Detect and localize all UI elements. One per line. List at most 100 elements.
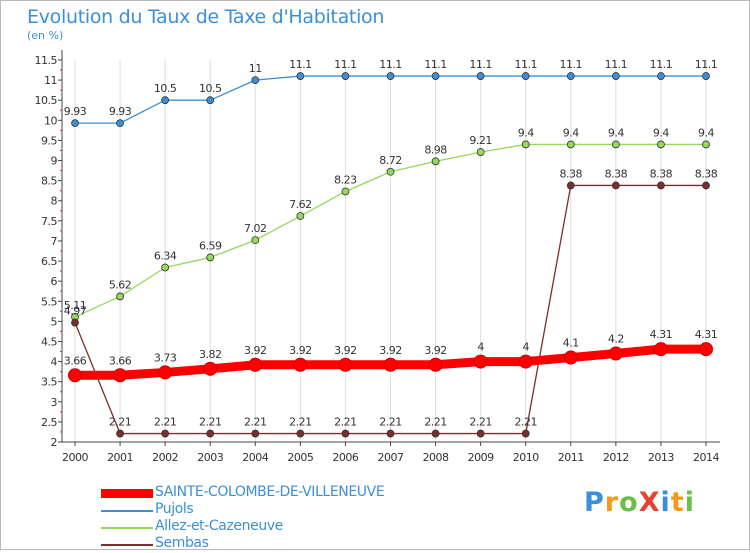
y-tick-label: 6.5 bbox=[41, 255, 57, 268]
x-tick-label: 2001 bbox=[107, 451, 133, 464]
data-label-allez-et-cazeneuve: 6.34 bbox=[154, 249, 177, 262]
data-point-pujols bbox=[566, 72, 575, 80]
data-point-sembas bbox=[476, 429, 485, 438]
y-tick-label: 3 bbox=[51, 396, 58, 409]
x-tick-label: 2004 bbox=[242, 451, 268, 464]
logo-letter: o bbox=[619, 487, 639, 518]
data-label-sembas: 2.21 bbox=[424, 416, 447, 429]
data-point-sainte-colombe-de-villeneuve bbox=[699, 342, 713, 357]
logo-letter: r bbox=[604, 487, 620, 518]
data-label-allez-et-cazeneuve: 7.62 bbox=[289, 198, 312, 211]
data-point-sainte-colombe-de-villeneuve bbox=[113, 368, 128, 383]
data-point-sembas bbox=[251, 429, 260, 438]
data-point-sainte-colombe-de-villeneuve bbox=[518, 354, 533, 369]
x-tick-label: 2012 bbox=[603, 451, 629, 464]
data-point-allez-et-cazeneuve bbox=[341, 187, 350, 196]
data-point-allez-et-cazeneuve bbox=[116, 292, 124, 301]
data-label-allez-et-cazeneuve: 9.4 bbox=[518, 126, 534, 139]
data-label-pujols: 11.1 bbox=[289, 58, 312, 71]
data-point-allez-et-cazeneuve bbox=[657, 140, 665, 149]
data-point-pujols bbox=[116, 119, 124, 128]
data-point-sainte-colombe-de-villeneuve bbox=[203, 361, 218, 376]
data-point-pujols bbox=[476, 72, 485, 80]
y-tick-label: 2.5 bbox=[41, 416, 57, 429]
y-tick-label: 2 bbox=[51, 436, 58, 449]
y-tick-label: 7.5 bbox=[41, 215, 57, 228]
data-label-sainte-colombe-de-villeneuve: 3.92 bbox=[379, 344, 402, 357]
data-point-pujols bbox=[296, 72, 305, 80]
y-tick-label: 11 bbox=[44, 74, 57, 87]
data-point-pujols bbox=[611, 72, 620, 80]
x-tick-label: 2011 bbox=[558, 451, 584, 464]
data-label-pujols: 11.1 bbox=[469, 58, 492, 71]
data-point-sainte-colombe-de-villeneuve bbox=[293, 357, 308, 372]
legend-swatch bbox=[101, 489, 153, 498]
data-label-sainte-colombe-de-villeneuve: 3.66 bbox=[109, 354, 132, 367]
data-label-sainte-colombe-de-villeneuve: 4 bbox=[522, 341, 529, 354]
y-tick-label: 4 bbox=[51, 356, 58, 369]
data-label-sembas: 2.21 bbox=[469, 416, 492, 429]
data-point-sainte-colombe-de-villeneuve bbox=[608, 346, 623, 361]
y-tick-label: 5 bbox=[51, 315, 58, 328]
legend-label: SAINTE-COLOMBE-DE-VILLENEUVE bbox=[155, 484, 385, 500]
data-label-pujols: 11.1 bbox=[379, 58, 402, 71]
logo-letter: i bbox=[660, 487, 671, 518]
y-tick-label: 5.5 bbox=[41, 295, 57, 308]
data-point-pujols bbox=[431, 72, 440, 80]
data-point-sembas bbox=[296, 429, 305, 438]
data-point-allez-et-cazeneuve bbox=[566, 140, 575, 149]
data-label-sainte-colombe-de-villeneuve: 3.73 bbox=[154, 351, 177, 364]
data-label-sembas: 8.38 bbox=[560, 167, 583, 180]
data-label-sembas: 2.21 bbox=[154, 416, 177, 429]
data-point-pujols bbox=[521, 72, 530, 80]
data-point-pujols bbox=[71, 119, 79, 128]
y-tick-label: 3.5 bbox=[41, 376, 57, 389]
data-point-sembas bbox=[702, 181, 710, 190]
data-label-sembas: 2.21 bbox=[244, 416, 267, 429]
data-label-sainte-colombe-de-villeneuve: 4.1 bbox=[563, 337, 579, 350]
x-tick-label: 2007 bbox=[378, 451, 404, 464]
x-tick-label: 2002 bbox=[152, 451, 178, 464]
data-point-allez-et-cazeneuve bbox=[702, 140, 710, 149]
data-label-pujols: 11.1 bbox=[514, 58, 537, 71]
x-tick-label: 2009 bbox=[468, 451, 494, 464]
data-point-pujols bbox=[657, 72, 665, 80]
data-label-sainte-colombe-de-villeneuve: 3.92 bbox=[424, 344, 447, 357]
data-point-sembas bbox=[521, 429, 530, 438]
data-label-sembas: 2.21 bbox=[109, 416, 132, 429]
data-label-pujols: 11.1 bbox=[424, 58, 447, 71]
data-point-pujols bbox=[206, 96, 215, 105]
x-tick-label: 2005 bbox=[287, 451, 313, 464]
data-point-allez-et-cazeneuve bbox=[386, 167, 395, 176]
logo-letter: P bbox=[584, 487, 605, 518]
data-label-allez-et-cazeneuve: 7.02 bbox=[244, 222, 267, 235]
data-label-sainte-colombe-de-villeneuve: 3.66 bbox=[64, 354, 87, 367]
data-label-sembas: 8.38 bbox=[695, 167, 718, 180]
x-tick-label: 2000 bbox=[62, 451, 88, 464]
data-point-sainte-colombe-de-villeneuve bbox=[563, 350, 578, 365]
data-point-sainte-colombe-de-villeneuve bbox=[248, 357, 263, 372]
data-label-sembas: 2.21 bbox=[289, 416, 312, 429]
data-label-sainte-colombe-de-villeneuve: 3.92 bbox=[244, 344, 267, 357]
x-tick-label: 2003 bbox=[197, 451, 223, 464]
data-point-sembas bbox=[657, 181, 665, 190]
y-tick-label: 6 bbox=[51, 275, 58, 288]
data-label-sainte-colombe-de-villeneuve: 4.2 bbox=[608, 333, 624, 346]
data-label-allez-et-cazeneuve: 5.11 bbox=[64, 299, 87, 312]
y-tick-label: 4.5 bbox=[41, 335, 57, 348]
data-point-sainte-colombe-de-villeneuve bbox=[158, 365, 173, 380]
y-tick-label: 9.5 bbox=[41, 134, 57, 147]
data-point-allez-et-cazeneuve bbox=[296, 212, 305, 220]
data-label-sainte-colombe-de-villeneuve: 3.92 bbox=[334, 344, 357, 357]
data-point-allez-et-cazeneuve bbox=[251, 236, 260, 245]
data-label-pujols: 11.1 bbox=[650, 58, 673, 71]
data-label-pujols: 9.93 bbox=[109, 105, 132, 118]
data-point-sainte-colombe-de-villeneuve bbox=[68, 368, 82, 383]
data-label-pujols: 11.1 bbox=[334, 58, 357, 71]
data-label-allez-et-cazeneuve: 8.23 bbox=[334, 173, 357, 186]
data-point-sainte-colombe-de-villeneuve bbox=[473, 354, 488, 369]
x-tick-label: 2013 bbox=[648, 451, 674, 464]
data-point-allez-et-cazeneuve bbox=[431, 157, 440, 166]
data-point-sembas bbox=[386, 429, 395, 438]
y-tick-label: 11.5 bbox=[35, 54, 58, 67]
